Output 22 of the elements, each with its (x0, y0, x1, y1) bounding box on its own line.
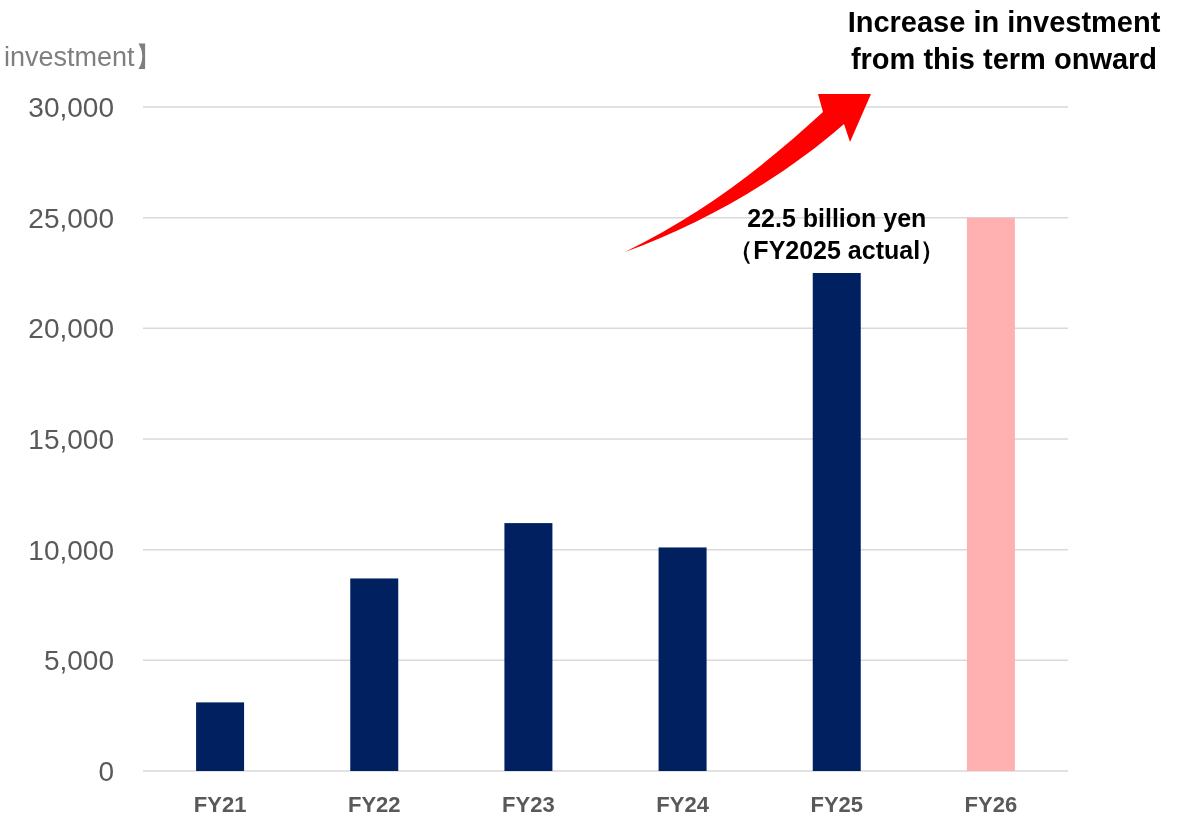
x-tick-label: FY21 (193, 792, 247, 816)
bar (812, 273, 861, 771)
y-tick-label: 30,000 (28, 92, 114, 123)
y-tick-label: 5,000 (43, 645, 114, 677)
bar (196, 702, 245, 771)
y-tick-label: 10,000 (28, 534, 114, 566)
y-tick-label: 0 (98, 756, 114, 787)
text: Increase in investment from this term onward (847, 6, 1161, 75)
bar (966, 217, 1015, 771)
x-tick-label: FY22 (347, 792, 401, 816)
x-tick-label: FY23 (502, 792, 555, 816)
y-tick-label: 20,000 (28, 313, 114, 345)
bar (504, 523, 553, 771)
bar (658, 547, 707, 771)
annotation: 22.5 billion yen （FY2025 actual） (728, 204, 946, 264)
bar (350, 578, 399, 771)
y-tick-label: 25,000 (28, 202, 114, 234)
y-axis-title: investment】 (4, 42, 162, 72)
x-tick-label: FY24 (656, 792, 710, 816)
x-tick-label: FY26 (964, 792, 1018, 816)
y-tick-label: 15,000 (28, 424, 114, 455)
x-tick-label: FY25 (810, 792, 864, 816)
